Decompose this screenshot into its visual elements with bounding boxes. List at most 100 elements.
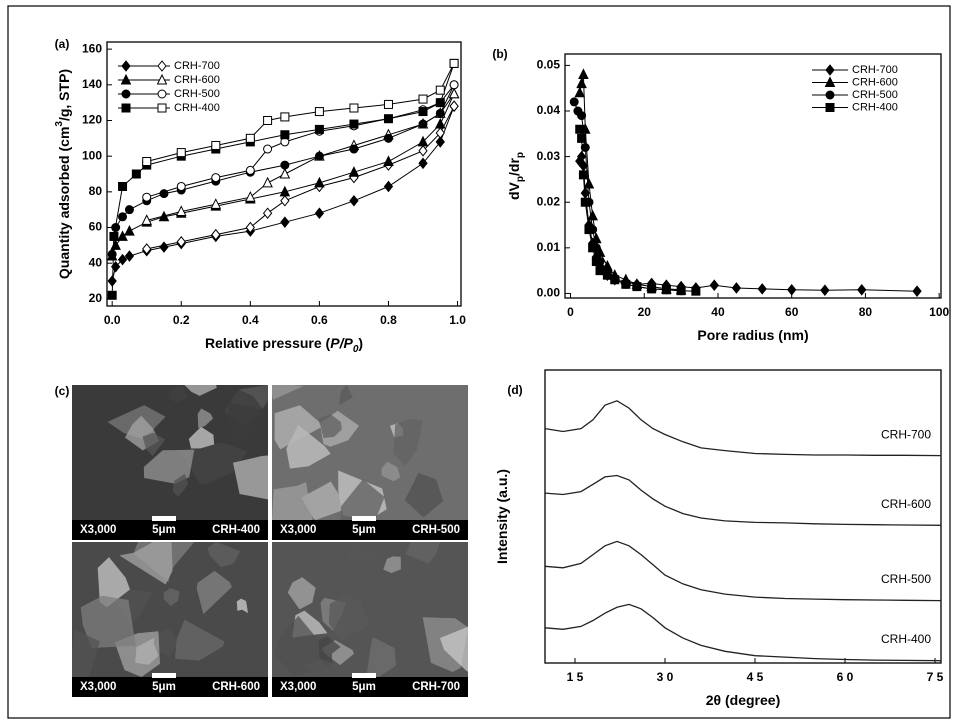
data-point [449,100,459,113]
data-point [117,253,128,266]
sem-texture [272,385,304,400]
data-point [383,180,394,193]
data-point [857,283,867,296]
data-point [383,99,393,109]
sem-scale-text: 5μm [352,524,376,536]
data-point [587,209,598,221]
data-point [383,114,393,124]
data-point [449,58,459,68]
data-point [118,181,128,191]
data-point [142,157,152,167]
x-tick-label: 1.0 [449,313,466,327]
data-point [314,107,324,117]
data-point [418,94,428,104]
legend-marker [121,89,131,99]
sem-texture [405,542,441,564]
data-point [349,103,359,113]
data-point [107,290,117,300]
y-tick-label: 0.01 [537,240,561,254]
panel-label: (d) [507,383,522,397]
curve-label: CRH-700 [881,427,931,441]
data-point [574,86,586,98]
sem-texture [227,402,268,443]
data-point [210,198,222,209]
y-tick-label: 160 [82,41,102,55]
sem-texture [80,595,136,649]
sem-scale-text: 5μm [152,524,176,536]
legend-marker [825,64,835,76]
x-tick-label: 40 [711,305,725,319]
axis-label-part: P/P [330,335,353,351]
data-point [632,282,642,292]
data-point [314,124,324,134]
data-point [602,270,612,280]
sem-scale-text: 5μm [352,681,376,693]
sem-magnification: X3,000 [280,681,316,693]
series-line [146,105,455,250]
data-point [647,284,657,294]
data-point [262,207,273,220]
data-point [349,119,359,129]
y-axis-label: Intensity (a.u.) [494,469,510,564]
x-tick-label: 4 5 [747,670,764,684]
x-tick-label: 100 [929,305,949,319]
sem-sample: CRH-500 [412,524,460,536]
axis-label-part: Quantity adsorbed (cm [56,127,72,279]
data-point [912,285,922,297]
y-tick-label: 0.00 [537,286,561,300]
axis-label-part: Relative pressure ( [205,335,331,351]
legend-marker [824,76,836,87]
data-point [280,160,290,170]
data-point [621,279,631,289]
data-point [383,133,393,143]
sem-texture [155,629,178,657]
data-point [211,173,221,183]
sem-scale-bar [352,673,376,678]
y-tick-label: 0.05 [537,58,561,72]
data-point [610,275,620,285]
data-point [245,221,255,234]
data-point [211,228,221,241]
data-point [383,155,394,167]
xrd-curve [544,540,942,602]
x-axis-label: Pore radius (nm) [697,327,808,343]
sem-caption-bar [72,520,268,540]
data-point [314,151,324,161]
data-point [314,207,325,220]
y-tick-label: 0.03 [537,149,561,163]
data-point [577,111,587,121]
xrd-curve [544,474,942,526]
data-point [245,165,255,175]
data-point [584,225,594,235]
curve-label: CRH-500 [881,572,931,586]
sem-sample: CRH-400 [212,524,260,536]
data-point [418,107,428,117]
legend-text: CRH-700 [174,60,220,72]
data-point [279,167,291,179]
data-point [435,98,445,108]
sem-texture [163,588,180,606]
x-tick-label: 0 [567,305,574,319]
sem-texture [168,385,188,403]
sem-texture [181,442,248,485]
sem-texture [197,408,213,429]
sem-texture [304,660,324,677]
axis-label-part: dV [506,181,522,200]
sem-texture [143,449,195,484]
data-point [280,112,290,122]
data-point [211,140,221,150]
sem-texture [184,385,217,396]
axis-label-part: 2θ (degree) [706,692,780,708]
y-tick-label: 80 [89,184,103,198]
data-point [588,243,598,253]
data-point [263,144,273,154]
sem-texture [135,637,159,665]
data-point [578,170,588,180]
x-tick-label: 7 5 [927,670,944,684]
sem-texture [72,629,100,677]
legend-marker [121,60,131,72]
data-point [709,279,719,292]
data-point [117,230,128,241]
x-axis-label: Relative pressure (P/P0) [205,335,363,355]
x-tick-label: 3 0 [657,670,674,684]
